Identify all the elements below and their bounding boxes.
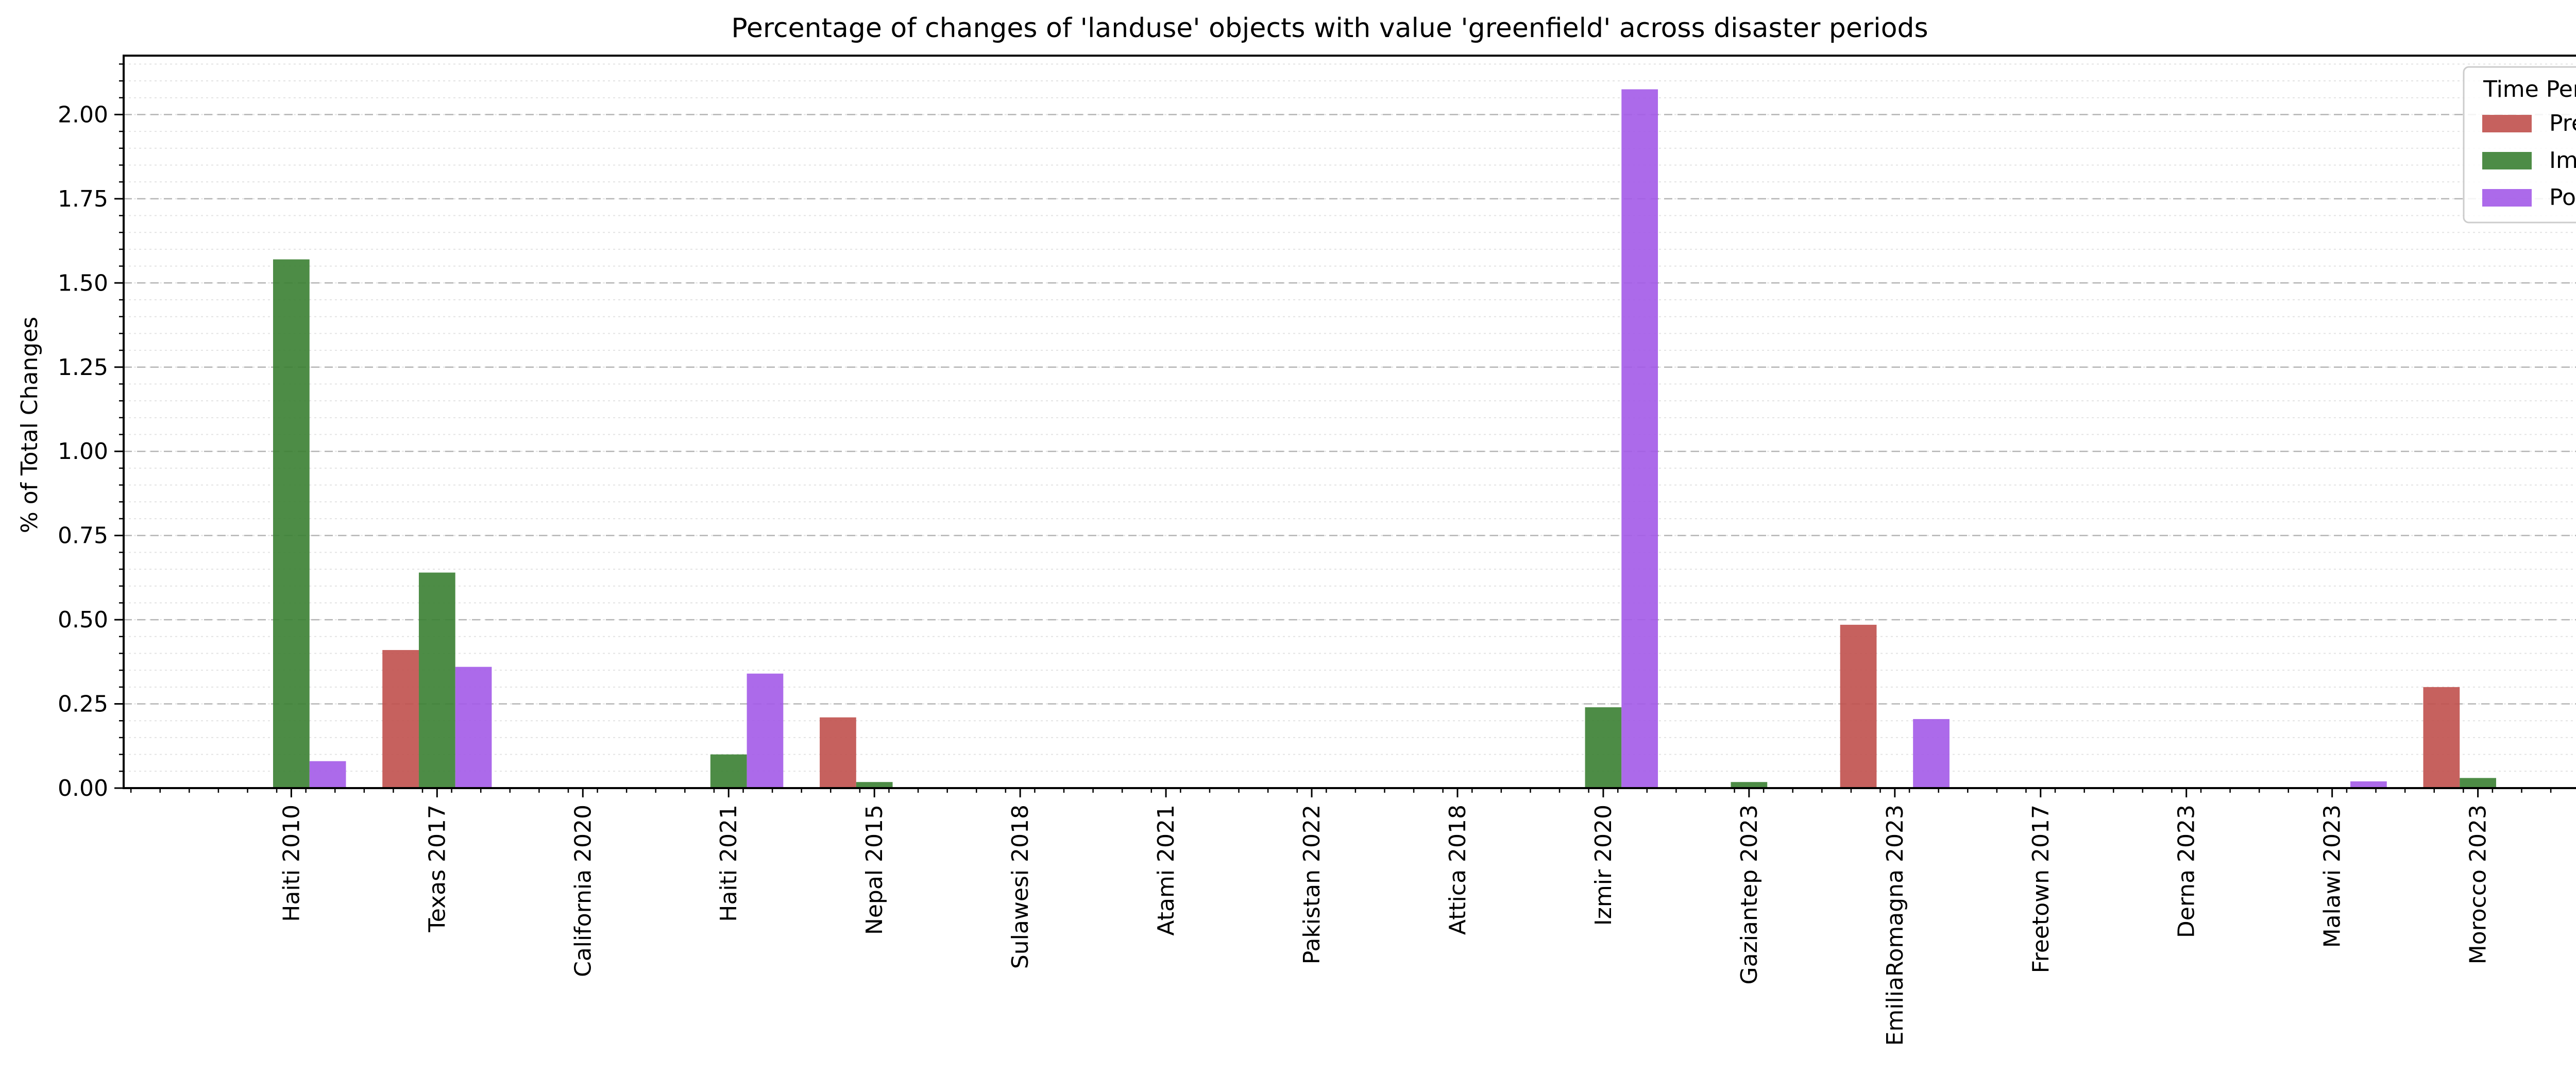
bar-post: [455, 667, 492, 788]
bar-pre: [382, 650, 419, 788]
x-tick-label: Sulawesi 2018: [1007, 805, 1033, 969]
legend-label-pre: Pre: [2549, 110, 2576, 136]
bar-pre: [820, 717, 856, 788]
bar-pre: [2423, 687, 2460, 788]
bar-pre: [1840, 624, 1877, 788]
legend-label-post: Post: [2549, 184, 2576, 211]
y-axis: 0.00 0.25 0.50 0.75 1.00 1.25 1.50 1.75 2.00: [58, 63, 124, 801]
y-tick-label: 1.25: [58, 354, 108, 381]
bar-imm: [418, 572, 455, 788]
y-tick-label: 1.75: [58, 186, 108, 212]
y-axis-label: % of Total Changes: [16, 317, 43, 533]
bar-post: [2350, 781, 2387, 788]
x-tick-label: Izmir 2020: [1590, 805, 1617, 926]
bar-post: [1621, 89, 1658, 789]
chart-title: Percentage of changes of 'landuse' objec…: [731, 13, 1928, 44]
x-tick-label: Texas 2017: [424, 805, 450, 933]
legend: Time Period Pre Imm Post: [2463, 66, 2576, 224]
legend-title: Time Period: [2483, 76, 2576, 103]
y-tick-label: 1.50: [58, 270, 108, 296]
bar-imm: [710, 754, 747, 788]
bar-imm: [856, 782, 893, 788]
y-tick-label: 0.00: [58, 775, 108, 801]
legend-box: [2463, 66, 2576, 224]
x-tick-label: Gaziantep 2023: [1736, 805, 1762, 984]
x-tick-label: Freetown 2017: [2028, 805, 2054, 973]
y-tick-label: 2.00: [58, 101, 108, 128]
bar-imm: [273, 259, 310, 789]
y-tick-label: 0.75: [58, 523, 108, 549]
bar-imm: [1585, 707, 1622, 788]
y-tick-label: 0.25: [58, 691, 108, 718]
bar-post: [1913, 719, 1950, 788]
x-tick-label: Haiti 2021: [716, 805, 742, 922]
legend-swatch-pre: [2482, 115, 2532, 132]
bar-post: [309, 761, 346, 788]
x-tick-label: California 2020: [570, 805, 596, 977]
x-tick-label: Haiti 2010: [278, 805, 304, 922]
x-tick-label: Derna 2023: [2174, 805, 2200, 938]
x-tick-label: Atami 2021: [1153, 805, 1179, 936]
x-tick-label: Morocco 2023: [2465, 805, 2492, 964]
legend-swatch-imm: [2482, 152, 2532, 169]
bar-imm: [2460, 778, 2496, 788]
legend-swatch-post: [2482, 189, 2532, 207]
bars-group: [273, 89, 2496, 789]
legend-label-imm: Imm: [2549, 147, 2576, 174]
x-tick-label: Attica 2018: [1445, 805, 1471, 935]
y-tick-label: 0.50: [58, 607, 108, 633]
x-tick-label: Malawi 2023: [2319, 805, 2346, 948]
major-gridlines: [124, 114, 2576, 705]
x-axis: Haiti 2010 Texas 2017 California 2020 Haiti…: [130, 788, 2552, 1046]
x-tick-label: EmiliaRomagna 2023: [1882, 805, 1908, 1046]
x-tick-label: Pakistan 2022: [1299, 805, 1325, 964]
bar-post: [747, 673, 784, 788]
x-tick-label: Nepal 2015: [861, 805, 888, 935]
y-tick-label: 1.00: [58, 438, 108, 465]
bar-imm: [1731, 782, 1768, 788]
minor-gridlines: [124, 63, 2576, 772]
